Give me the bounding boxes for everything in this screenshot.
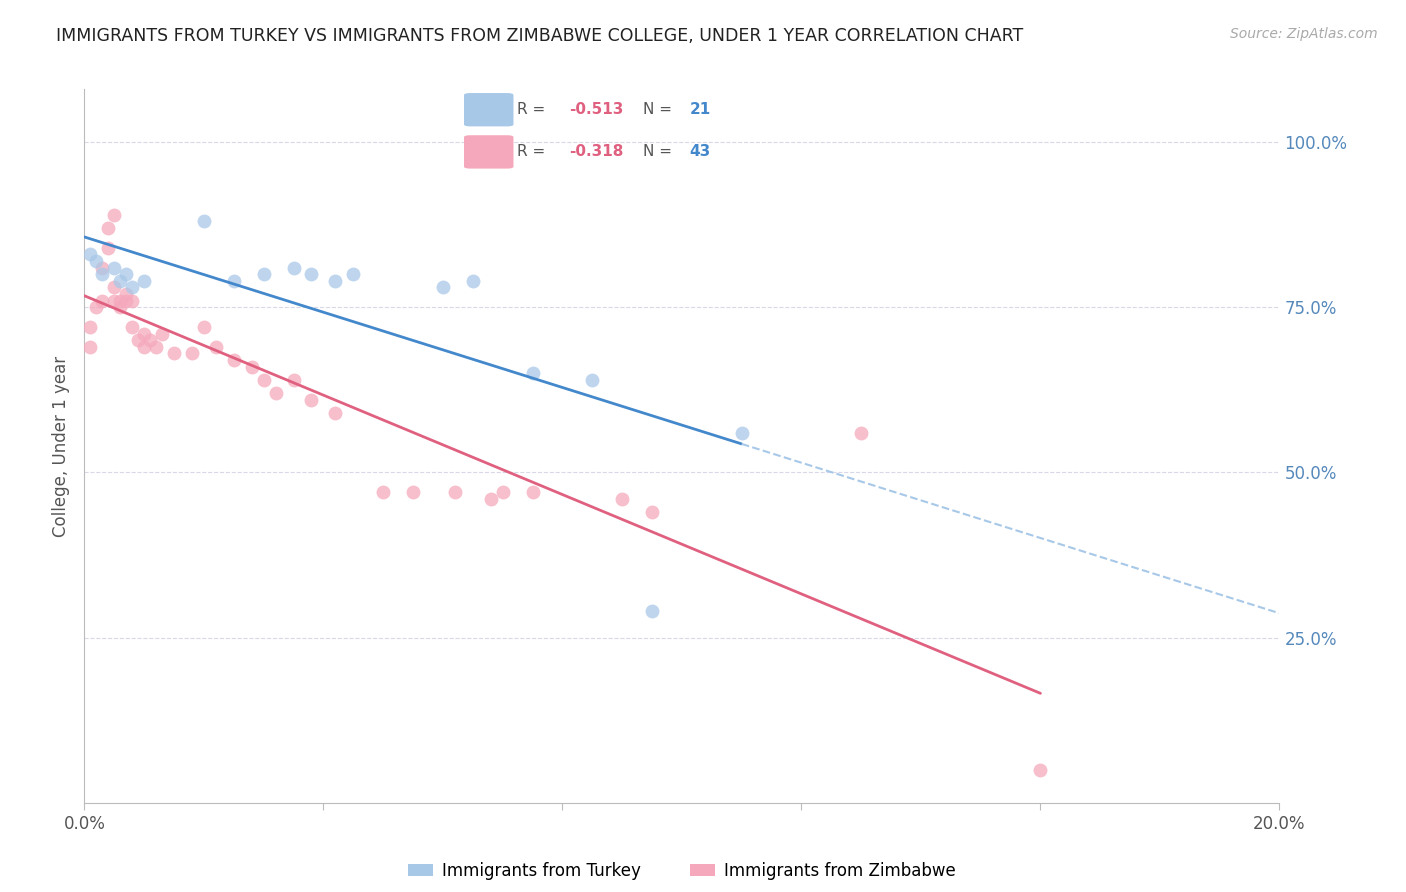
Point bbox=[103, 208, 125, 222]
Point bbox=[115, 293, 138, 308]
Point bbox=[79, 340, 101, 354]
Point bbox=[444, 485, 467, 500]
Point bbox=[325, 406, 347, 420]
Y-axis label: College, Under 1 year: College, Under 1 year bbox=[52, 355, 70, 537]
Point bbox=[91, 267, 114, 281]
Text: -0.318: -0.318 bbox=[569, 145, 623, 160]
Point bbox=[373, 485, 395, 500]
Point bbox=[97, 221, 120, 235]
Point bbox=[103, 293, 125, 308]
Point bbox=[641, 505, 664, 519]
Text: 21: 21 bbox=[690, 103, 711, 117]
Point bbox=[283, 373, 305, 387]
Text: IMMIGRANTS FROM TURKEY VS IMMIGRANTS FROM ZIMBABWE COLLEGE, UNDER 1 YEAR CORRELA: IMMIGRANTS FROM TURKEY VS IMMIGRANTS FRO… bbox=[56, 27, 1024, 45]
Point bbox=[253, 373, 276, 387]
Point bbox=[86, 254, 108, 268]
Point bbox=[150, 326, 173, 341]
Text: N =: N = bbox=[644, 103, 672, 117]
Point bbox=[301, 267, 323, 281]
Point bbox=[205, 340, 228, 354]
Point bbox=[121, 320, 143, 334]
Text: N =: N = bbox=[644, 145, 672, 160]
Point bbox=[612, 491, 634, 506]
Point bbox=[132, 340, 156, 354]
Text: R =: R = bbox=[516, 145, 544, 160]
Point bbox=[731, 425, 754, 440]
Point bbox=[91, 293, 114, 308]
Point bbox=[222, 353, 245, 368]
Point bbox=[103, 260, 125, 275]
Point bbox=[851, 425, 873, 440]
Point bbox=[103, 280, 125, 294]
Point bbox=[641, 604, 664, 618]
Point bbox=[139, 333, 162, 347]
Point bbox=[240, 359, 263, 374]
Point bbox=[1029, 763, 1052, 777]
Point bbox=[121, 293, 143, 308]
Point bbox=[522, 485, 544, 500]
Point bbox=[110, 300, 132, 314]
Point bbox=[264, 386, 287, 401]
FancyBboxPatch shape bbox=[464, 136, 513, 169]
Text: 43: 43 bbox=[690, 145, 711, 160]
Point bbox=[110, 274, 132, 288]
Point bbox=[132, 326, 156, 341]
Point bbox=[181, 346, 204, 360]
Point bbox=[222, 274, 245, 288]
Point bbox=[86, 300, 108, 314]
Point bbox=[163, 346, 186, 360]
Point bbox=[193, 214, 215, 228]
Point bbox=[342, 267, 364, 281]
FancyBboxPatch shape bbox=[464, 93, 513, 127]
Point bbox=[301, 392, 323, 407]
Point bbox=[461, 274, 484, 288]
Point bbox=[115, 267, 138, 281]
Point bbox=[522, 367, 544, 381]
Text: Source: ZipAtlas.com: Source: ZipAtlas.com bbox=[1230, 27, 1378, 41]
Point bbox=[121, 280, 143, 294]
Point bbox=[432, 280, 454, 294]
Point bbox=[492, 485, 515, 500]
Point bbox=[253, 267, 276, 281]
Point bbox=[193, 320, 215, 334]
Point bbox=[479, 491, 502, 506]
Point bbox=[325, 274, 347, 288]
Point bbox=[79, 247, 101, 261]
Point bbox=[581, 373, 603, 387]
Text: R =: R = bbox=[516, 103, 544, 117]
Text: -0.513: -0.513 bbox=[569, 103, 623, 117]
Point bbox=[115, 287, 138, 301]
Point bbox=[132, 274, 156, 288]
Point bbox=[110, 293, 132, 308]
Point bbox=[79, 320, 101, 334]
Point bbox=[91, 260, 114, 275]
Point bbox=[283, 260, 305, 275]
Point bbox=[97, 241, 120, 255]
Legend: Immigrants from Turkey, Immigrants from Zimbabwe: Immigrants from Turkey, Immigrants from … bbox=[408, 862, 956, 880]
Point bbox=[127, 333, 149, 347]
Point bbox=[402, 485, 425, 500]
Point bbox=[145, 340, 167, 354]
